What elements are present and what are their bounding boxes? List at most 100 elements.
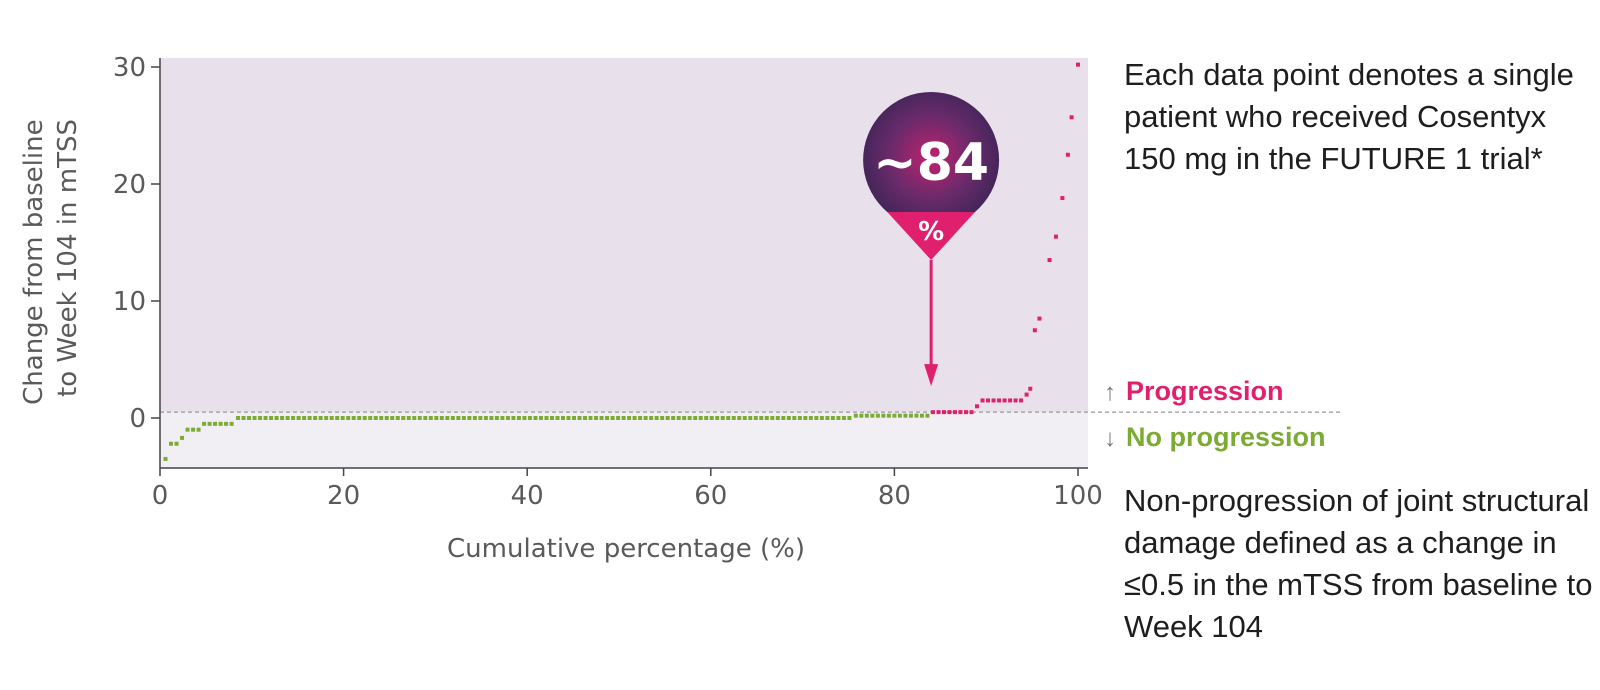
data-point [318,416,323,420]
percentage-callout: ~84% [863,92,1000,387]
data-point [373,416,378,420]
data-point [753,416,758,420]
data-point [836,416,841,420]
data-point [395,416,400,420]
data-point [252,416,257,420]
data-point [797,416,802,420]
data-point [975,404,980,409]
data-point [715,416,720,420]
data-point [185,427,190,432]
data-point [500,416,505,420]
data-point [908,413,913,418]
data-point [654,416,659,420]
data-point [561,416,566,420]
data-point [274,416,279,420]
data-point [461,416,466,420]
data-point [847,416,852,420]
data-point [881,413,886,418]
data-point [682,416,687,420]
data-point [207,421,212,426]
data-point [357,416,362,420]
data-point [693,416,698,420]
callout-value: ~84 [873,133,989,193]
data-point [412,416,417,420]
data-point [566,416,571,420]
data-point [864,413,869,418]
up-arrow-icon: ↑ [1104,379,1116,406]
data-point [610,416,615,420]
data-point [709,416,714,420]
data-point [903,413,908,418]
data-point [180,435,185,440]
data-point [191,427,196,432]
data-point [605,416,610,420]
data-point [886,413,891,418]
data-point [792,416,797,420]
legend-no-progression: ↓ No progression [1104,422,1326,453]
data-point [1032,328,1037,333]
data-point [368,416,373,420]
data-point [196,427,201,432]
data-point [1008,398,1013,403]
data-point [577,416,582,420]
data-point [428,416,433,420]
data-point [351,416,356,420]
data-point [1013,398,1018,403]
data-point [329,416,334,420]
data-point [379,416,384,420]
data-point [302,416,307,420]
callout-badge [863,92,1000,228]
data-point [859,413,864,418]
data-point [930,410,935,415]
data-point [285,416,290,420]
data-point [599,416,604,420]
y-axis-title-line2: to Week 104 in mTSS [53,119,83,397]
data-point [1069,115,1074,120]
data-point [830,416,835,420]
data-point [439,416,444,420]
data-point [803,416,808,420]
x-tick-label: 40 [511,481,544,511]
data-point [296,416,301,420]
data-point [969,410,974,415]
data-point [870,413,875,418]
data-point [676,416,681,420]
down-arrow-icon [924,364,939,387]
data-point [384,416,389,420]
data-point [229,421,234,426]
plot-background-no-progression [160,412,1088,468]
data-point [522,416,527,420]
callout-pointer [887,212,975,260]
data-point [964,410,969,415]
data-point [997,398,1002,403]
data-point [307,416,312,420]
data-point [1060,196,1065,201]
data-point [583,416,588,420]
data-point [340,416,345,420]
data-point [897,413,902,418]
data-point [980,398,985,403]
data-point [406,416,411,420]
data-point [544,416,549,420]
data-point [991,398,996,403]
data-point [218,421,223,426]
data-point [892,413,897,418]
y-tick-label: 10 [113,287,146,317]
data-point [456,416,461,420]
data-point [665,416,670,420]
data-points [163,62,1080,461]
data-point [770,416,775,420]
data-point [572,416,577,420]
data-point [169,441,174,446]
data-point [643,416,648,420]
data-point [958,410,963,415]
data-point [737,416,742,420]
data-point [936,410,941,415]
data-point [213,421,218,426]
data-point [704,416,709,420]
down-arrow-icon: ↓ [1104,425,1116,452]
data-point [1065,152,1070,157]
data-point [627,416,632,420]
legend-no-progression-label: No progression [1126,422,1326,452]
data-point [748,416,753,420]
